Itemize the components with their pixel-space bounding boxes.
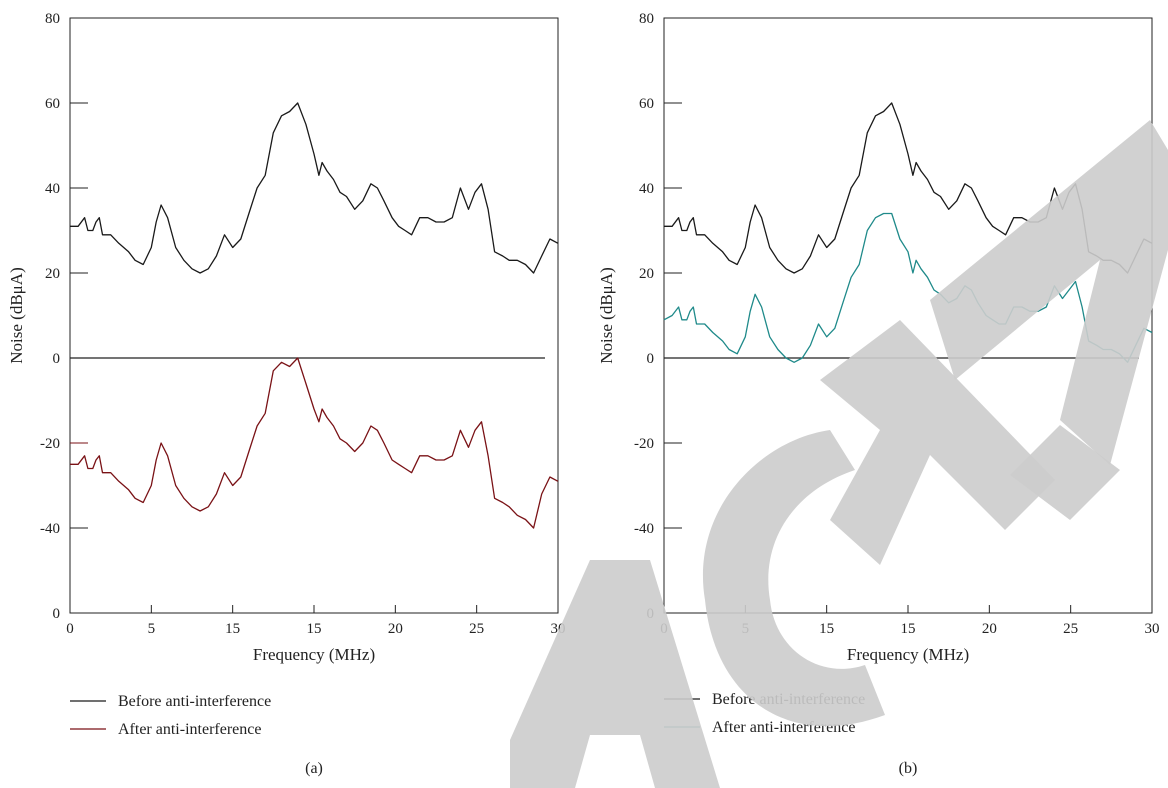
series-line-before xyxy=(70,102,559,274)
series-line-after xyxy=(70,357,559,529)
watermark-shape xyxy=(1010,425,1120,520)
y-tick-label: 60 xyxy=(639,96,654,112)
y-tick-label: 40 xyxy=(639,181,654,197)
y-tick-label: 20 xyxy=(639,266,654,282)
y-tick-label: -20 xyxy=(634,436,654,452)
y-tick-label: 0 xyxy=(647,351,655,367)
y-tick-label: 80 xyxy=(45,11,60,27)
y-tick-label: 0 xyxy=(53,606,61,622)
watermark-redacted xyxy=(510,120,1168,788)
plot-frame xyxy=(69,17,559,614)
panel-label: (a) xyxy=(305,760,323,777)
y-tick-label: 60 xyxy=(45,96,60,112)
x-axis-label: Frequency (MHz) xyxy=(847,645,969,664)
x-tick-label: 25 xyxy=(469,621,484,637)
y-axis-label: Noise (dBμA) xyxy=(7,267,26,363)
y-tick-label: -20 xyxy=(40,436,60,452)
watermark-shape xyxy=(820,320,1055,565)
y-tick-label: -40 xyxy=(40,521,60,537)
x-tick-label: 20 xyxy=(388,621,403,637)
x-tick-label: 20 xyxy=(982,621,997,637)
y-tick-label: 20 xyxy=(45,266,60,282)
x-tick-label: 0 xyxy=(66,621,74,637)
watermark-shape xyxy=(510,560,720,788)
x-tick-label: 15 xyxy=(819,621,834,637)
legend-label: After anti-interference xyxy=(118,721,261,738)
x-tick-label: 15 xyxy=(307,621,322,637)
y-tick-label: -40 xyxy=(634,521,654,537)
panel-label: (b) xyxy=(899,760,918,777)
x-tick-label: 5 xyxy=(148,621,156,637)
series-line-after xyxy=(663,212,1153,363)
legend-label: Before anti-interference xyxy=(118,693,271,710)
watermark-shape xyxy=(702,430,885,727)
x-tick-label: 30 xyxy=(1145,621,1160,637)
y-tick-label: 40 xyxy=(45,181,60,197)
x-tick-label: 25 xyxy=(1063,621,1078,637)
x-tick-label: 15 xyxy=(225,621,240,637)
watermark-shape xyxy=(930,120,1168,465)
x-tick-label: 15 xyxy=(901,621,916,637)
y-tick-label: 80 xyxy=(639,11,654,27)
y-axis-label: Noise (dBμA) xyxy=(597,267,616,363)
y-tick-label: 0 xyxy=(53,351,61,367)
x-axis-label: Frequency (MHz) xyxy=(253,645,375,664)
